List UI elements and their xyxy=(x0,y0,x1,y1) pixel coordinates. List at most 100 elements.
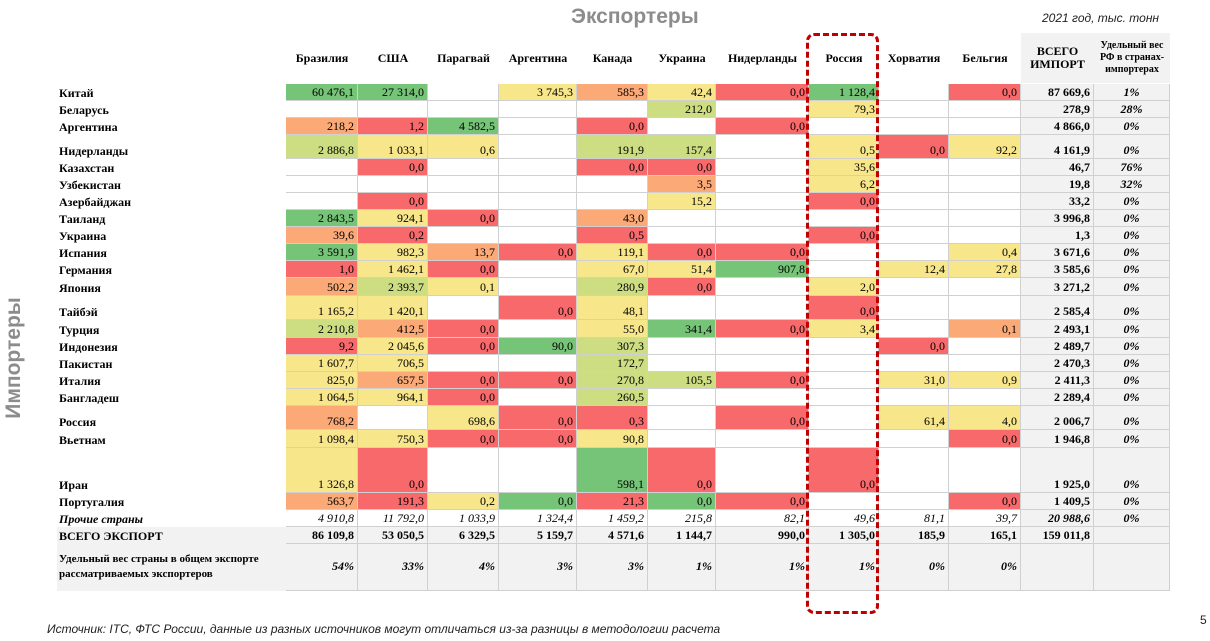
table-cell xyxy=(716,430,809,448)
table-cell xyxy=(499,159,577,176)
table-cell: 0,0 xyxy=(428,210,499,227)
column-header: Удельный вес РФ в странах-импортерах xyxy=(1094,33,1170,83)
table-cell: 1 033,1 xyxy=(358,135,428,159)
table-cell: 0,0 xyxy=(428,372,499,389)
table-cell: 307,3 xyxy=(577,338,648,355)
table-cell: 33,2 xyxy=(1021,193,1094,210)
row-label: Италия xyxy=(59,374,101,388)
table-cell: 2 489,7 xyxy=(1021,338,1094,355)
table-cell xyxy=(499,227,577,244)
column-header: Украина xyxy=(658,50,706,65)
row-label: Беларусь xyxy=(59,103,109,117)
table-cell xyxy=(949,278,1021,296)
table-cell: 27,8 xyxy=(949,261,1021,278)
table-cell: 982,3 xyxy=(358,244,428,261)
table-cell: 2 393,7 xyxy=(358,278,428,296)
table-cell: 0,0 xyxy=(499,372,577,389)
table-cell: 218,2 xyxy=(286,118,358,135)
table-cell: 5 159,7 xyxy=(499,527,577,544)
table-cell: 1 165,2 xyxy=(286,296,358,320)
table-cell xyxy=(879,448,949,493)
table-cell: 55,0 xyxy=(577,320,648,338)
table-cell xyxy=(428,296,499,320)
table-cell xyxy=(716,448,809,493)
table-cell: 0% xyxy=(1094,244,1170,261)
table-cell: 92,2 xyxy=(949,135,1021,159)
table-cell: 0,0 xyxy=(716,84,809,101)
table-cell: 0,3 xyxy=(577,406,648,430)
table-cell: 11 792,0 xyxy=(358,510,428,527)
table-cell: 0% xyxy=(1094,430,1170,448)
table-cell xyxy=(499,448,577,493)
table-cell: 1% xyxy=(1094,84,1170,101)
table-cell: 43,0 xyxy=(577,210,648,227)
table-cell xyxy=(428,176,499,193)
row-label: Россия xyxy=(59,415,97,429)
table-cell: 1 064,5 xyxy=(286,389,358,406)
row-label: Таиланд xyxy=(59,212,106,226)
table-cell: 0% xyxy=(1094,227,1170,244)
table-cell xyxy=(499,135,577,159)
table-cell: 1,0 xyxy=(286,261,358,278)
table-cell: 32% xyxy=(1094,176,1170,193)
row-label: Иран xyxy=(59,478,88,492)
table-cell: 4 582,5 xyxy=(428,118,499,135)
column-header: Хорватия xyxy=(887,50,941,65)
row-label: Китай xyxy=(59,86,94,100)
table-cell xyxy=(809,372,879,389)
table-cell xyxy=(949,118,1021,135)
table-cell xyxy=(499,278,577,296)
table-cell xyxy=(716,101,809,118)
table-cell: 4% xyxy=(428,544,499,591)
table-cell xyxy=(428,159,499,176)
row-label: Аргентина xyxy=(59,120,118,134)
table-cell xyxy=(428,84,499,101)
table-cell: 0% xyxy=(1094,278,1170,296)
table-cell xyxy=(716,176,809,193)
table-cell: 2 470,3 xyxy=(1021,355,1094,372)
table-cell: 1 144,7 xyxy=(648,527,716,544)
table-cell: 2 210,8 xyxy=(286,320,358,338)
table-cell xyxy=(1021,544,1094,591)
table-cell: 698,6 xyxy=(428,406,499,430)
table-cell: 9,2 xyxy=(286,338,358,355)
table-cell: 0,0 xyxy=(879,338,949,355)
table-cell: 3,4 xyxy=(809,320,879,338)
table-cell: 964,1 xyxy=(358,389,428,406)
table-cell: 2 843,5 xyxy=(286,210,358,227)
table-cell: 81,1 xyxy=(879,510,949,527)
row-label: Испания xyxy=(59,246,107,260)
table-cell xyxy=(286,193,358,210)
table-cell: 907,8 xyxy=(716,261,809,278)
table-cell: 31,0 xyxy=(879,372,949,389)
table-cell: 412,5 xyxy=(358,320,428,338)
exporters-title: Экспортеры xyxy=(571,5,699,28)
table-cell xyxy=(809,389,879,406)
table-cell xyxy=(286,176,358,193)
source-note: Источник: ITC, ФТС России, данные из раз… xyxy=(47,622,721,636)
table-cell: 0% xyxy=(1094,493,1170,510)
table-cell: 0% xyxy=(1094,135,1170,159)
table-cell: 0,0 xyxy=(358,159,428,176)
table-cell: 0,0 xyxy=(499,244,577,261)
column-header: Россия xyxy=(825,50,863,65)
table-cell: 341,4 xyxy=(648,320,716,338)
table-cell: 0,0 xyxy=(879,135,949,159)
table-cell xyxy=(809,355,879,372)
row-label: Удельный вес страны в общем экспорте рас… xyxy=(57,544,286,591)
table-cell: 0,0 xyxy=(716,320,809,338)
table-cell xyxy=(949,210,1021,227)
table-cell: 1 459,2 xyxy=(577,510,648,527)
table-cell: 0,0 xyxy=(716,118,809,135)
table-cell xyxy=(577,101,648,118)
table-cell: 1,3 xyxy=(1021,227,1094,244)
table-cell: 0% xyxy=(1094,118,1170,135)
table-cell xyxy=(809,244,879,261)
table-cell xyxy=(949,296,1021,320)
table-cell: 4 866,0 xyxy=(1021,118,1094,135)
table-cell: 706,5 xyxy=(358,355,428,372)
table-cell: 3% xyxy=(577,544,648,591)
table-cell xyxy=(428,101,499,118)
table-cell: 0,0 xyxy=(716,372,809,389)
table-cell: 0,0 xyxy=(648,493,716,510)
